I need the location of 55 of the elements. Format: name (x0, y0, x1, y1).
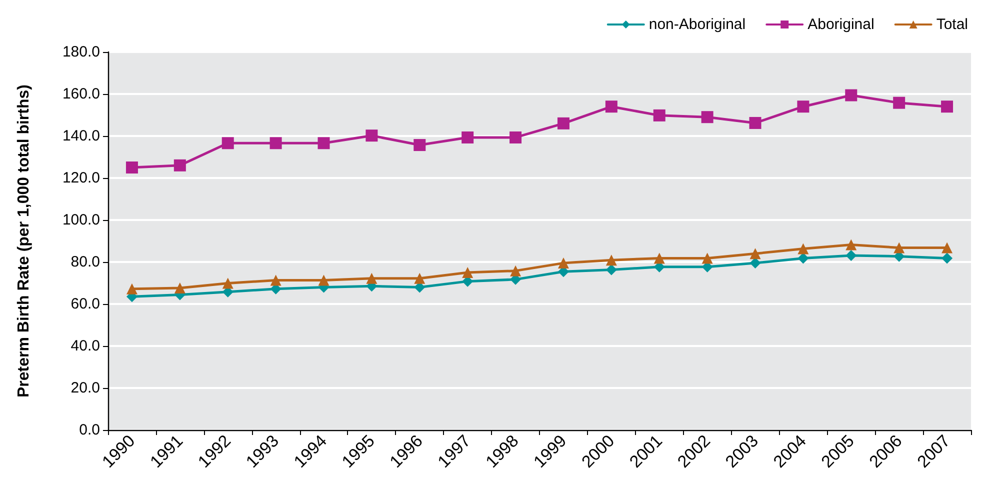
point (846, 250, 857, 261)
legend-label: Total (936, 16, 968, 33)
point (366, 272, 378, 284)
legend-label: non-Aboriginal (648, 16, 746, 33)
point (510, 265, 522, 276)
point (942, 252, 953, 264)
point (845, 89, 858, 102)
point (701, 111, 714, 124)
y-tick-label: 20.0 (70, 380, 100, 396)
point (941, 100, 954, 113)
point (557, 117, 570, 130)
point (750, 258, 761, 269)
point (798, 243, 809, 254)
y-tick-label: 100.0 (62, 212, 100, 228)
point (510, 131, 522, 144)
point (462, 131, 474, 144)
legend-label: Aboriginal (808, 16, 874, 33)
point (702, 252, 713, 264)
point (414, 139, 426, 152)
point (846, 239, 857, 250)
point (894, 242, 905, 254)
point (366, 130, 378, 142)
point (270, 274, 282, 286)
point (606, 254, 617, 266)
point (174, 282, 186, 294)
y-tick-label: 160.0 (62, 86, 100, 102)
point (222, 278, 234, 289)
point (942, 242, 953, 254)
point (654, 252, 665, 264)
point (653, 109, 666, 122)
point (318, 274, 330, 286)
point (798, 252, 809, 264)
point (174, 159, 186, 172)
point (606, 264, 617, 276)
y-tick-label: 40.0 (70, 338, 100, 354)
point (750, 248, 761, 260)
y-tick-label: 0.0 (79, 422, 100, 438)
point (126, 162, 138, 174)
point (797, 100, 810, 113)
point (222, 137, 234, 150)
y-axis-title: Preterm Birth Rate (per 1,000 total births) (16, 84, 32, 398)
y-tick-label: 120.0 (62, 170, 100, 186)
point (749, 116, 762, 129)
point (318, 137, 330, 150)
point (414, 272, 426, 284)
point (558, 258, 569, 269)
y-tick-label: 140.0 (62, 128, 100, 144)
point (270, 137, 282, 150)
point (605, 100, 618, 113)
point (893, 96, 906, 109)
y-tick-label: 60.0 (70, 296, 100, 312)
y-tick-label: 180.0 (62, 44, 100, 60)
point (126, 283, 138, 294)
point (462, 267, 474, 278)
y-tick-label: 80.0 (70, 254, 100, 270)
